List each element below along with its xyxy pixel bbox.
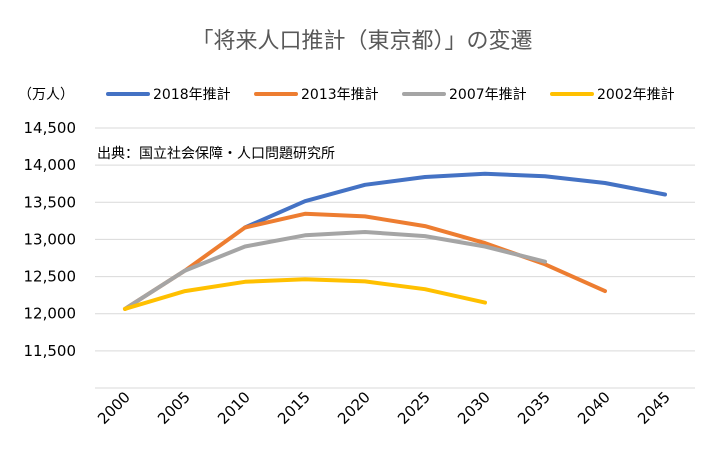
x-tick-label: 2025 — [394, 388, 434, 428]
legend-item: 2007年推計 — [402, 87, 527, 103]
x-tick-label: 2035 — [514, 388, 554, 428]
y-axis-unit-label: （万人） — [18, 87, 74, 103]
y-tick-label: 14,500 — [24, 119, 77, 137]
legend-label: 2018年推計 — [153, 87, 231, 103]
x-tick-label: 2045 — [634, 388, 674, 428]
x-tick-label: 2000 — [94, 388, 134, 428]
chart-title: 「将来人口推計（東京都）」の変遷 — [191, 29, 532, 54]
legend-item: 2018年推計 — [106, 87, 231, 103]
gridlines — [95, 127, 695, 389]
legend-label: 2002年推計 — [597, 87, 675, 103]
legend-label: 2007年推計 — [449, 87, 527, 103]
x-axis-ticks: 2000 2005 2010 2015 2020 2025 2030 2035 2040 2045 — [94, 388, 674, 428]
legend: 2018年推計 2013年推計 2007年推計 2002年推計 — [106, 87, 675, 103]
series-line-2002年推計 — [123, 277, 487, 311]
y-tick-label: 14,000 — [24, 156, 77, 174]
legend-item: 2013年推計 — [254, 87, 379, 103]
x-tick-label: 2010 — [214, 388, 254, 428]
y-tick-label: 12,000 — [24, 305, 77, 323]
x-tick-label: 2030 — [454, 388, 494, 428]
x-tick-label: 2040 — [574, 388, 614, 428]
x-tick-label: 2005 — [154, 388, 194, 428]
x-tick-label: 2020 — [334, 388, 374, 428]
y-tick-label: 11,500 — [24, 342, 77, 360]
x-tick-label: 2015 — [274, 388, 314, 428]
y-tick-label: 12,500 — [24, 268, 77, 286]
source-note: 出典：国立社会保障・人口問題研究所 — [97, 146, 335, 162]
y-tick-label: 13,500 — [24, 193, 77, 211]
y-axis-ticks: 11,500 12,000 12,500 13,000 13,500 14,000 14,5… — [24, 119, 77, 360]
series-line-2018年推計 — [243, 171, 667, 230]
legend-item: 2002年推計 — [550, 87, 675, 103]
series-lines — [123, 171, 667, 311]
y-tick-label: 13,000 — [24, 230, 77, 248]
series-line-2013年推計 — [123, 211, 607, 311]
legend-label: 2013年推計 — [301, 87, 379, 103]
series-line-2007年推計 — [123, 230, 547, 311]
